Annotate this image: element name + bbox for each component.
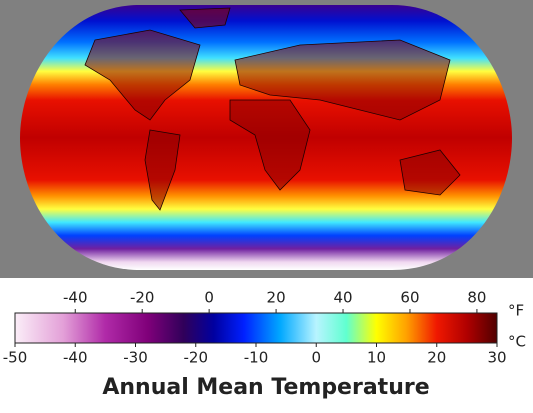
title: Annual Mean Temperature	[102, 375, 429, 400]
celsius-unit: °C	[508, 333, 526, 351]
fahrenheit-tick-label: -20	[130, 289, 155, 307]
continents	[84, 7, 461, 211]
fahrenheit-tick-label: 60	[400, 289, 419, 307]
celsius-tick-label: 20	[427, 349, 446, 367]
celsius-tick-label: 10	[367, 349, 386, 367]
celsius-tick-label: -40	[63, 349, 88, 367]
fahrenheit-tick-label: 20	[267, 289, 286, 307]
colorbar	[14, 312, 498, 344]
fahrenheit-tick-label: 0	[204, 289, 214, 307]
celsius-tick-label: -50	[3, 349, 28, 367]
celsius-tick-label: -20	[184, 349, 209, 367]
fahrenheit-tick-label: -40	[63, 289, 88, 307]
fahrenheit-unit: °F	[508, 302, 524, 320]
celsius-tick-label: -10	[244, 349, 269, 367]
fahrenheit-tick-label: 40	[333, 289, 352, 307]
celsius-tick-label: 30	[487, 349, 506, 367]
fahrenheit-tick-label: 80	[467, 289, 486, 307]
celsius-tick-label: 0	[311, 349, 321, 367]
celsius-tick-label: -30	[123, 349, 148, 367]
